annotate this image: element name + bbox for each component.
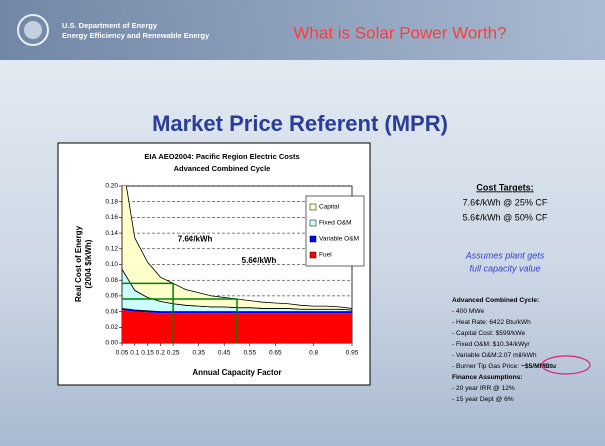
org-line: Energy Efficiency and Renewable Energy bbox=[62, 31, 210, 40]
logo bbox=[17, 14, 49, 46]
area bbox=[122, 186, 352, 311]
finance-title: Finance Assumptions: bbox=[452, 374, 522, 381]
assumption: - Burner Tip Gas Price: ~$5/MMBtu bbox=[452, 363, 556, 370]
assumption: - 400 MWe bbox=[452, 308, 484, 315]
heading: Market Price Referent (MPR) bbox=[152, 111, 448, 136]
marker-label: 5.6¢/kWh bbox=[242, 256, 277, 265]
assumption: - Variable O&M:2.07 mil/kWh bbox=[452, 352, 537, 359]
x-tick-label: 0.55 bbox=[243, 350, 256, 357]
y-tick-label: 0.20 bbox=[105, 183, 118, 190]
x-tick-label: 0.65 bbox=[269, 350, 282, 357]
y-tick-label: 0.02 bbox=[105, 324, 118, 331]
x-tick-label: 0.1 bbox=[130, 350, 139, 357]
target-line: 7.6¢/kWh @ 25% CF bbox=[463, 197, 548, 207]
y-tick-label: 0.00 bbox=[105, 340, 118, 347]
assumptions: Advanced Combined Cycle: - 400 MWe - Hea… bbox=[452, 297, 591, 403]
y-tick-label: 0.12 bbox=[105, 246, 118, 253]
chart-subtitle: Advanced Combined Cycle bbox=[174, 164, 271, 173]
legend-label: Fuel bbox=[319, 252, 332, 259]
y-tick-label: 0.14 bbox=[105, 230, 118, 237]
gas-label: - Burner Tip Gas Price: bbox=[452, 363, 519, 370]
note: full capacity value bbox=[469, 263, 540, 273]
x-axis-title: Annual Capacity Factor bbox=[192, 368, 281, 377]
y-tick-label: 0.18 bbox=[105, 198, 118, 205]
x-tick-label: 0.25 bbox=[167, 350, 180, 357]
overlay: 7.6¢/kWh 5.6¢/kWh Capital Fixed O&M Variable… bbox=[122, 195, 365, 343]
y-tick-label: 0.10 bbox=[105, 261, 118, 268]
x-tick-label: 0.8 bbox=[309, 350, 318, 357]
slide-title: What is Solar Power Worth? bbox=[293, 23, 506, 42]
legend-swatch bbox=[309, 251, 317, 259]
marker-label: 7.6¢/kWh bbox=[178, 234, 213, 243]
targets-title: Cost Targets: bbox=[476, 182, 533, 192]
legend-label: Capital bbox=[319, 204, 340, 211]
x-tick-label: 0.15 bbox=[141, 350, 154, 357]
y-tick-label: 0.06 bbox=[105, 293, 118, 300]
legend-label: Fixed O&M bbox=[319, 220, 352, 227]
assumption: - Heat Rate: 6422 Btu/kWh bbox=[452, 319, 531, 326]
chart-title: EIA AEO2004: Pacific Region Electric Cos… bbox=[144, 152, 299, 161]
assumption: - 20 year IRR @ 12% bbox=[452, 385, 515, 392]
legend-swatch bbox=[309, 219, 317, 227]
y-axis-title: Real Cost of Energy bbox=[74, 225, 83, 302]
y-tick-label: 0.16 bbox=[105, 214, 118, 221]
gas-value: ~$5/MMBtu bbox=[521, 363, 556, 370]
org-line: U.S. Department of Energy bbox=[62, 21, 158, 30]
y-tick-label: 0.08 bbox=[105, 277, 118, 284]
x-tick-label: 0.45 bbox=[218, 350, 231, 357]
logo-inner bbox=[24, 21, 42, 39]
legend-swatch bbox=[309, 203, 317, 211]
assumption-title: Advanced Combined Cycle: bbox=[452, 297, 539, 304]
y-axis-title: (2004 $/kWh) bbox=[84, 239, 93, 288]
legend-swatch bbox=[309, 235, 317, 243]
assumption: - Capital Cost: $599/kWe bbox=[452, 330, 526, 337]
legend-label: Variable O&M bbox=[319, 236, 359, 243]
x-tick-label: 0.05 bbox=[116, 350, 129, 357]
highlight-ellipse bbox=[541, 355, 591, 375]
y-tick-label: 0.04 bbox=[105, 308, 118, 315]
header-band bbox=[0, 0, 605, 60]
x-tick-label: 0.95 bbox=[346, 350, 359, 357]
x-tick-label: 0.2 bbox=[156, 350, 165, 357]
x-tick-label: 0.35 bbox=[192, 350, 205, 357]
assumption: - 15 year Dept @ 6% bbox=[452, 396, 514, 403]
target-line: 5.6¢/kWh @ 50% CF bbox=[463, 212, 548, 222]
assumption: - Fixed O&M: $10.34/kWyr bbox=[452, 341, 530, 348]
note: Assumes plant gets bbox=[465, 250, 545, 260]
